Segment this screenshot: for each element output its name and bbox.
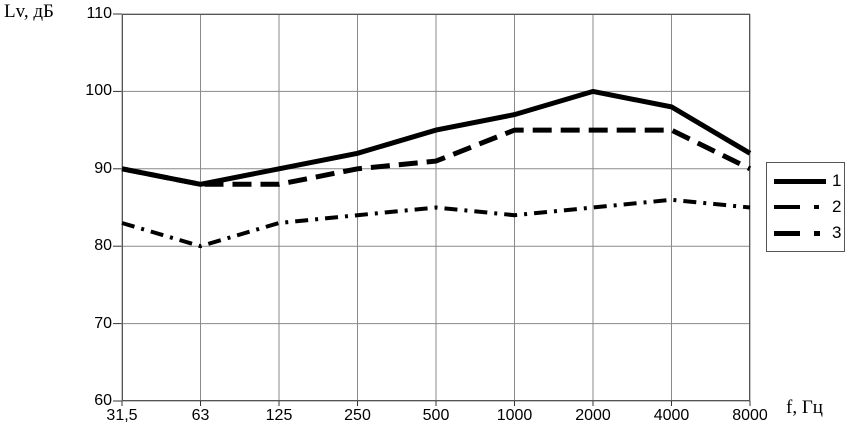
x-tick-label: 8000 <box>732 407 768 424</box>
x-tick-label: 31,5 <box>106 407 138 424</box>
y-tick-label: 70 <box>94 314 112 332</box>
y-tick-label: 80 <box>94 237 112 255</box>
y-axis-title: Lv, дБ <box>4 1 54 22</box>
x-tick-label: 1000 <box>496 407 533 424</box>
x-tick-label: 4000 <box>653 407 690 424</box>
legend-item-3: 3 <box>774 223 842 243</box>
dash-swatch <box>774 230 800 236</box>
dot-swatch <box>814 230 820 236</box>
series-line-2 <box>121 197 751 249</box>
x-tick-label: 250 <box>344 407 371 424</box>
y-tick-label: 60 <box>94 392 112 409</box>
dash-swatch <box>774 205 800 209</box>
legend-sample-solid-line <box>774 178 830 184</box>
legend-item-1: 1 <box>774 171 842 191</box>
legend-sample-dashdot-line <box>774 205 830 209</box>
series-line-1 <box>121 88 752 187</box>
dot-swatch <box>814 205 819 209</box>
x-tick-label: 125 <box>265 407 293 424</box>
y-tick-label: 110 <box>86 5 112 22</box>
legend: 1 2 3 <box>766 162 845 252</box>
legend-sample-longdash-line <box>774 230 830 236</box>
legend-label: 3 <box>832 223 842 242</box>
x-axis-title: f, Гц <box>786 397 823 418</box>
y-tick-label: 90 <box>94 159 112 177</box>
legend-label: 2 <box>832 197 842 216</box>
legend-label: 1 <box>832 171 842 190</box>
x-tick-label: 500 <box>422 407 450 424</box>
legend-item-2: 2 <box>774 197 842 217</box>
y-tick-label: 100 <box>85 82 112 100</box>
plot-area <box>113 13 752 406</box>
solid-line-swatch <box>774 178 826 184</box>
x-tick-label: 63 <box>191 407 210 424</box>
x-tick-label: 2000 <box>575 407 611 424</box>
series-line-3 <box>121 127 752 187</box>
